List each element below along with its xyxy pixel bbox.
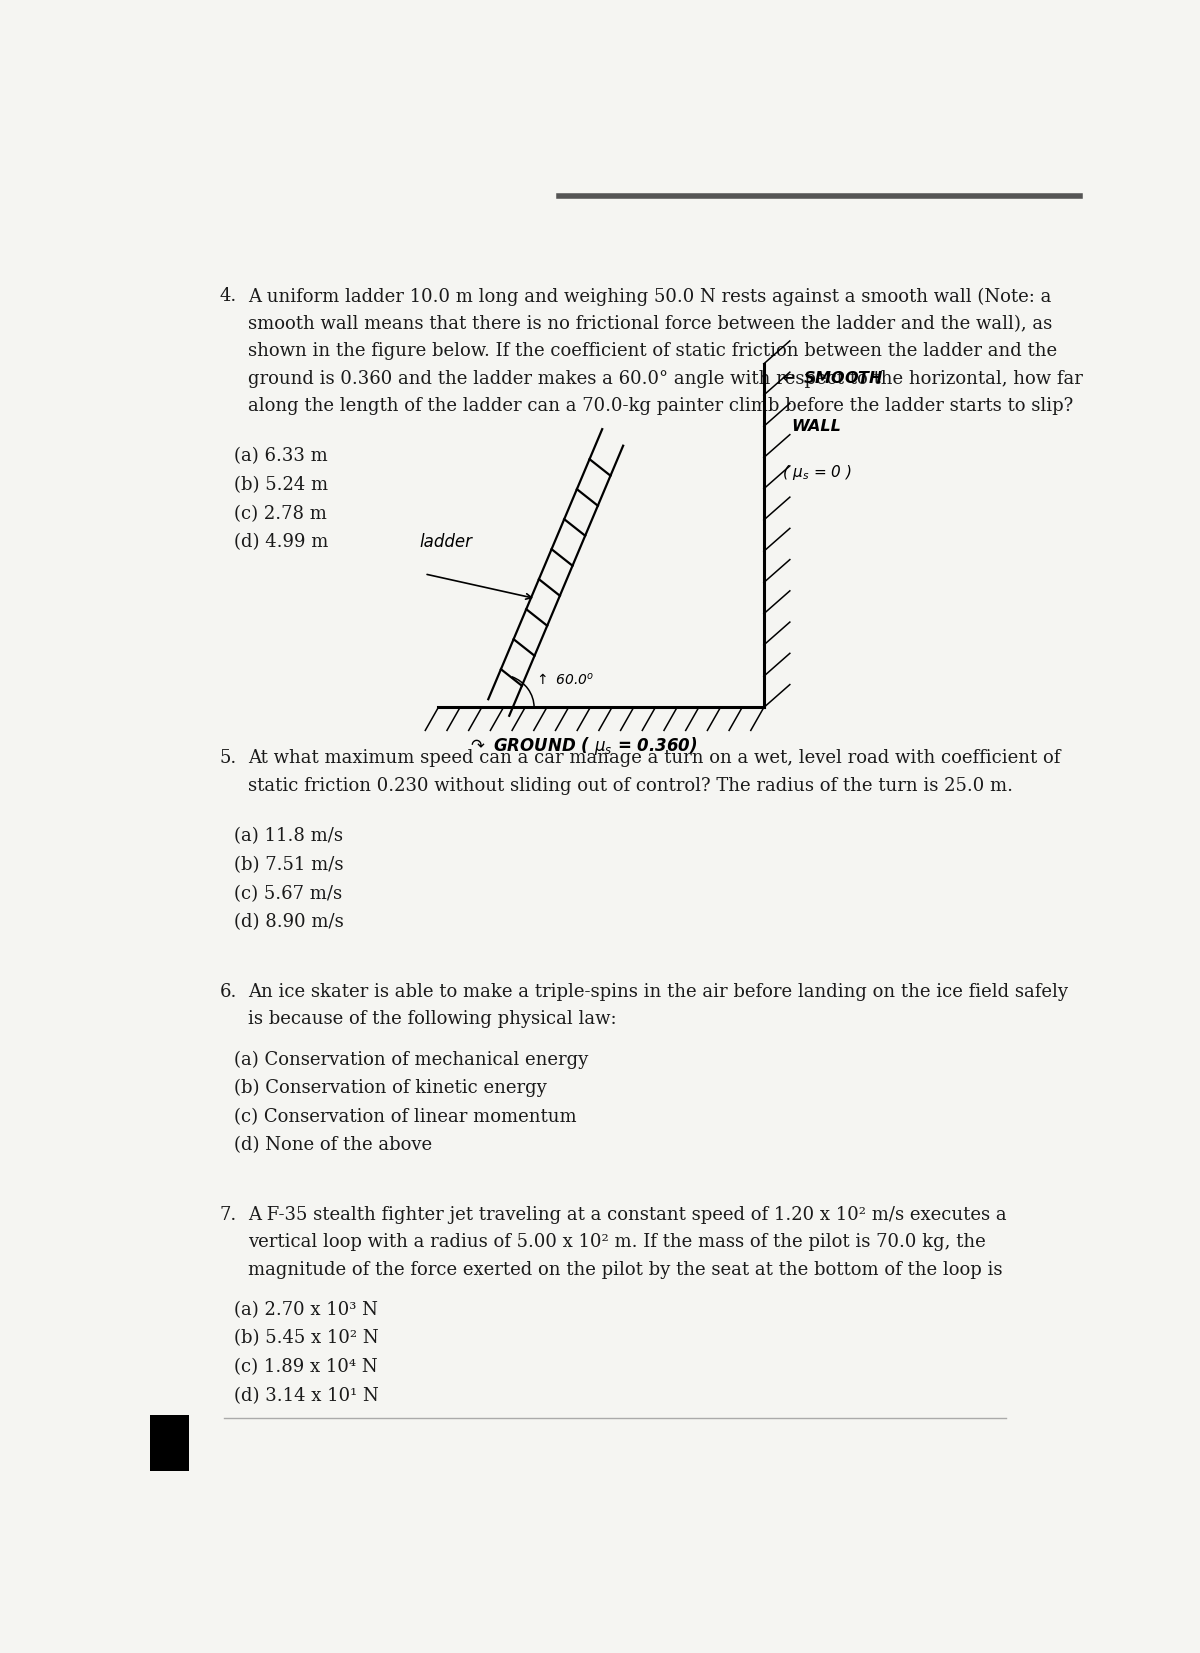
Text: At what maximum speed can a car manage a turn on a wet, level road with coeffici: At what maximum speed can a car manage a…	[247, 749, 1060, 767]
Text: (c) Conservation of linear momentum: (c) Conservation of linear momentum	[234, 1108, 576, 1126]
Text: (b) 5.24 m: (b) 5.24 m	[234, 476, 328, 494]
Bar	[150, 1415, 190, 1471]
Text: along the length of the ladder can a 70.0-kg painter climb before the ladder sta: along the length of the ladder can a 70.…	[247, 397, 1073, 415]
Text: (a) Conservation of mechanical energy: (a) Conservation of mechanical energy	[234, 1050, 588, 1068]
Text: (a) 6.33 m: (a) 6.33 m	[234, 448, 328, 464]
Text: shown in the figure below. If the coefficient of static friction between the lad: shown in the figure below. If the coeffi…	[247, 342, 1057, 360]
Text: 4.: 4.	[220, 288, 238, 306]
Text: vertical loop with a radius of 5.00 x 10² m. If the mass of the pilot is 70.0 kg: vertical loop with a radius of 5.00 x 10…	[247, 1233, 985, 1251]
Text: (d) 4.99 m: (d) 4.99 m	[234, 534, 328, 552]
Text: ladder: ladder	[420, 532, 473, 550]
Text: magnitude of the force exerted on the pilot by the seat at the bottom of the loo: magnitude of the force exerted on the pi…	[247, 1261, 1002, 1279]
Text: ground is 0.360 and the ladder makes a 60.0° angle with respect to the horizonta: ground is 0.360 and the ladder makes a 6…	[247, 370, 1082, 387]
Text: 7.: 7.	[220, 1207, 238, 1223]
Text: (c) 1.89 x 10⁴ N: (c) 1.89 x 10⁴ N	[234, 1359, 377, 1377]
Text: (a) 11.8 m/s: (a) 11.8 m/s	[234, 826, 343, 845]
Text: $\curvearrowright$ GROUND ( $\mu_s$ = 0.360): $\curvearrowright$ GROUND ( $\mu_s$ = 0.…	[467, 736, 697, 757]
Text: (a) 2.70 x 10³ N: (a) 2.70 x 10³ N	[234, 1301, 378, 1319]
Text: (c) 2.78 m: (c) 2.78 m	[234, 504, 326, 522]
Text: $\hookleftarrow$ SMOOTH: $\hookleftarrow$ SMOOTH	[778, 370, 883, 387]
Text: (b) 7.51 m/s: (b) 7.51 m/s	[234, 856, 343, 874]
Text: smooth wall means that there is no frictional force between the ladder and the w: smooth wall means that there is no frict…	[247, 314, 1052, 332]
Text: WALL: WALL	[792, 418, 841, 433]
Text: 5.: 5.	[220, 749, 238, 767]
Text: A uniform ladder 10.0 m long and weighing 50.0 N rests against a smooth wall (No: A uniform ladder 10.0 m long and weighin…	[247, 288, 1051, 306]
Text: (c) 5.67 m/s: (c) 5.67 m/s	[234, 884, 342, 903]
Text: A F-35 stealth fighter jet traveling at a constant speed of 1.20 x 10² m/s execu: A F-35 stealth fighter jet traveling at …	[247, 1207, 1007, 1223]
Text: (b) 5.45 x 10² N: (b) 5.45 x 10² N	[234, 1329, 378, 1347]
Text: (b) Conservation of kinetic energy: (b) Conservation of kinetic energy	[234, 1079, 546, 1098]
Text: $\uparrow$ 60.0$^o$: $\uparrow$ 60.0$^o$	[534, 671, 594, 688]
Text: (d) 3.14 x 10¹ N: (d) 3.14 x 10¹ N	[234, 1387, 378, 1405]
Text: 6.: 6.	[220, 984, 238, 1000]
Text: (d) None of the above: (d) None of the above	[234, 1137, 432, 1154]
Text: (d) 8.90 m/s: (d) 8.90 m/s	[234, 914, 343, 931]
Text: is because of the following physical law:: is because of the following physical law…	[247, 1010, 617, 1028]
Text: ( $\mu_s$ = 0 ): ( $\mu_s$ = 0 )	[782, 463, 852, 483]
Text: static friction 0.230 without sliding out of control? The radius of the turn is : static friction 0.230 without sliding ou…	[247, 777, 1013, 795]
Text: An ice skater is able to make a triple-spins in the air before landing on the ic: An ice skater is able to make a triple-s…	[247, 984, 1068, 1000]
